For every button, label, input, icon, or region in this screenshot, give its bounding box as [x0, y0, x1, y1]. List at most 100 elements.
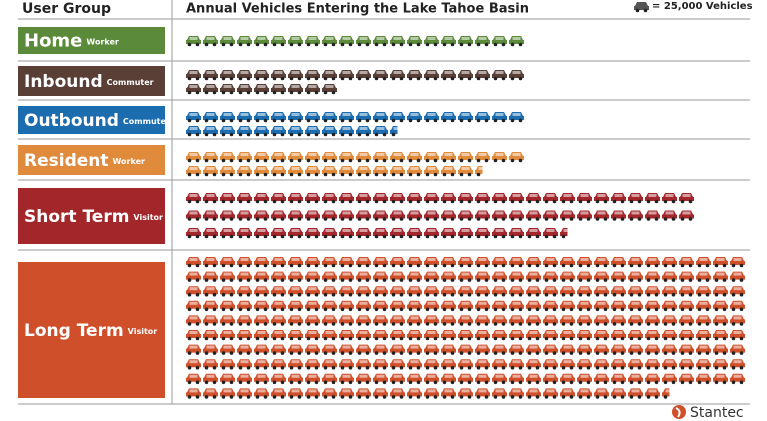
car-icon: [356, 112, 371, 123]
car-icon: [441, 257, 456, 268]
car-icon: [288, 193, 303, 204]
car-icon: [526, 193, 541, 204]
car-icon: [594, 315, 609, 326]
car-icon: [390, 286, 405, 297]
car-icon: [458, 210, 473, 221]
car-icon: [611, 257, 626, 268]
car-icon: [271, 152, 286, 163]
car-icon: [237, 330, 252, 341]
car-icon: [407, 112, 422, 123]
car-icon: [322, 271, 337, 282]
car-icon: [424, 373, 439, 385]
car-icon: [645, 193, 660, 204]
car-icon: [526, 315, 541, 326]
car-icon: [356, 388, 371, 399]
car-icon: [509, 271, 524, 282]
car-icon: [220, 112, 235, 123]
car-icon: [203, 300, 218, 312]
car-icon: [441, 344, 456, 355]
icon-group: [186, 112, 524, 137]
car-icon: [543, 257, 558, 268]
car-icon: [475, 315, 490, 326]
car-icon: [186, 228, 201, 239]
car-icon: [203, 126, 218, 137]
car-icon: [424, 388, 439, 399]
car-icon: [730, 344, 745, 355]
car-icon: [424, 228, 439, 239]
car-icon: [441, 228, 456, 239]
car-icon: [186, 286, 201, 297]
car-icon: [203, 166, 218, 177]
logo: [672, 405, 686, 419]
car-icon: [441, 315, 456, 326]
car-icon: [288, 300, 303, 312]
car-icon: [407, 228, 422, 239]
car-icon: [407, 315, 422, 326]
car-icon: [322, 257, 337, 268]
car-icon: [526, 330, 541, 341]
car-icon: [543, 286, 558, 297]
car-icon: [237, 228, 252, 239]
car-icon: [186, 84, 201, 95]
group-label-box: [18, 145, 165, 175]
car-icon: [322, 330, 337, 341]
car-icon: [594, 388, 609, 399]
car-icon: [322, 166, 337, 177]
car-icon: [645, 271, 660, 282]
car-icon: [305, 84, 320, 95]
car-icon: [186, 315, 201, 326]
car-icon: [288, 359, 303, 370]
car-icon: [271, 344, 286, 355]
car-icon: [577, 344, 592, 355]
car-icon: [628, 330, 643, 341]
car-icon: [271, 112, 286, 123]
car-icon: [441, 166, 456, 177]
car-icon: [220, 152, 235, 163]
car-icon: [475, 286, 490, 297]
car-icon: [696, 359, 711, 370]
car-icon: [203, 193, 218, 204]
car-icon: [305, 166, 320, 177]
car-icon: [254, 70, 269, 81]
icon-group: [186, 36, 524, 47]
car-icon: [509, 210, 524, 221]
car-icon: [186, 152, 201, 163]
car-icon: [322, 359, 337, 370]
car-icon: [237, 373, 252, 385]
car-icon: [662, 300, 677, 312]
car-icon: [186, 388, 201, 399]
car-icon: [509, 112, 524, 123]
icon-group: [186, 152, 524, 177]
car-icon: [339, 112, 354, 123]
car-icon: [577, 359, 592, 370]
group-name: Home: [24, 31, 82, 52]
car-icon: [458, 330, 473, 341]
car-icon: [203, 84, 218, 95]
car-icon: [492, 228, 507, 239]
car-icon: [373, 359, 388, 370]
car-icon: [713, 344, 728, 355]
car-icon: [390, 315, 405, 326]
car-icon: [458, 286, 473, 297]
car-icon: [577, 300, 592, 312]
car-icon: [713, 257, 728, 268]
car-icon: [237, 166, 252, 177]
car-icon: [373, 344, 388, 355]
car-icon: [526, 388, 541, 399]
car-icon: [254, 330, 269, 341]
car-icon: [628, 286, 643, 297]
car-icon: [322, 126, 337, 137]
car-icon: [203, 286, 218, 297]
group-label: Resident Worker: [24, 151, 145, 171]
car-icon: [220, 359, 235, 370]
car-icon: [475, 70, 490, 81]
car-icon: [407, 152, 422, 163]
car-icon: [407, 70, 422, 81]
car-icon: [475, 344, 490, 355]
car-icon: [492, 257, 507, 268]
car-icon: [628, 193, 643, 204]
column-header: User Group: [22, 1, 111, 17]
car-icon: [458, 315, 473, 326]
car-icon: [373, 210, 388, 221]
car-icon: [254, 166, 269, 177]
